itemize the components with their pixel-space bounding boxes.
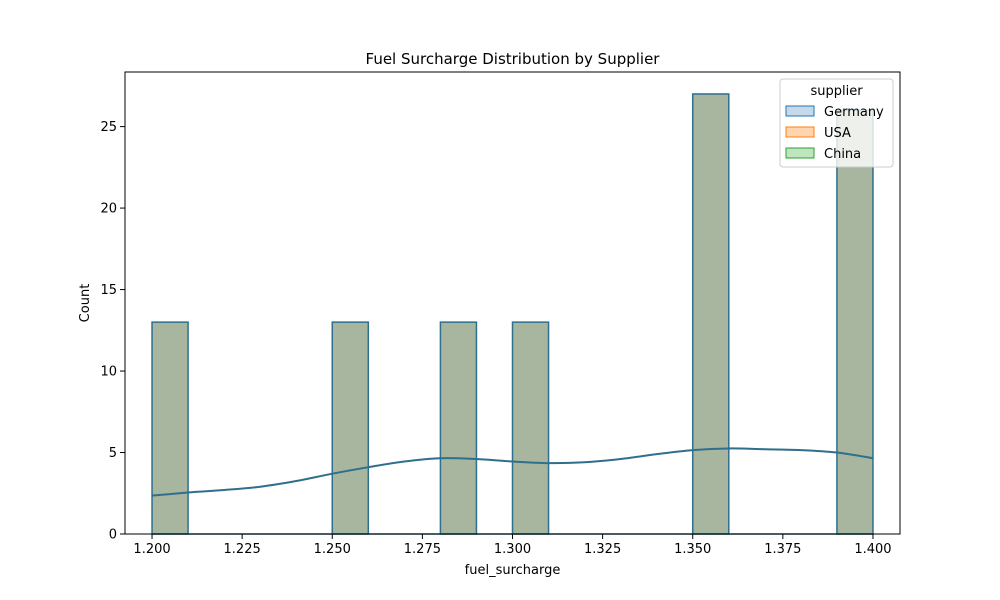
legend-label-usa: USA xyxy=(824,126,851,141)
chart-title: Fuel Surcharge Distribution by Supplier xyxy=(366,50,661,68)
x-tick-label: 1.250 xyxy=(314,542,351,557)
x-tick-label: 1.375 xyxy=(764,542,801,557)
kde-curve xyxy=(151,447,874,497)
y-tick-label: 20 xyxy=(100,202,117,217)
histogram-bar-4 xyxy=(691,93,730,535)
y-tick-label: 5 xyxy=(109,446,117,461)
histogram-bar-1 xyxy=(331,321,370,535)
y-tick-label: 15 xyxy=(100,283,117,298)
x-tick-label: 1.275 xyxy=(404,542,441,557)
histogram-bar-0 xyxy=(151,321,189,535)
legend-label-germany: Germany xyxy=(824,105,884,120)
histogram-bar-2 xyxy=(439,321,478,535)
legend-label-china: China xyxy=(824,147,861,162)
y-tick-label: 10 xyxy=(100,365,117,380)
y-tick-label: 25 xyxy=(100,120,117,135)
bars-layer xyxy=(151,93,874,535)
x-axis-label: fuel_surcharge xyxy=(465,563,561,578)
y-axis-label: Count xyxy=(78,284,93,323)
legend-title: supplier xyxy=(810,84,863,99)
x-tick-label: 1.400 xyxy=(854,542,891,557)
kde-layer xyxy=(151,447,874,497)
legend-swatch-germany xyxy=(785,105,815,117)
histogram-bar-3 xyxy=(511,321,550,535)
y-tick-label: 0 xyxy=(109,528,117,543)
legend: supplier Germany USA China xyxy=(779,78,894,168)
x-tick-label: 1.325 xyxy=(584,542,621,557)
legend-frame xyxy=(779,78,894,168)
y-axis: 0 5 10 15 20 25 xyxy=(100,120,125,543)
legend-swatch-china xyxy=(785,147,815,159)
legend-swatch-usa xyxy=(785,126,815,138)
x-axis: 1.200 1.225 1.250 1.275 1.300 1.325 1.350 1.375… xyxy=(133,534,892,557)
x-tick-label: 1.300 xyxy=(494,542,531,557)
histogram-bar-5 xyxy=(836,109,874,535)
x-tick-label: 1.350 xyxy=(674,542,711,557)
x-tick-label: 1.225 xyxy=(224,542,261,557)
x-tick-label: 1.200 xyxy=(133,542,170,557)
